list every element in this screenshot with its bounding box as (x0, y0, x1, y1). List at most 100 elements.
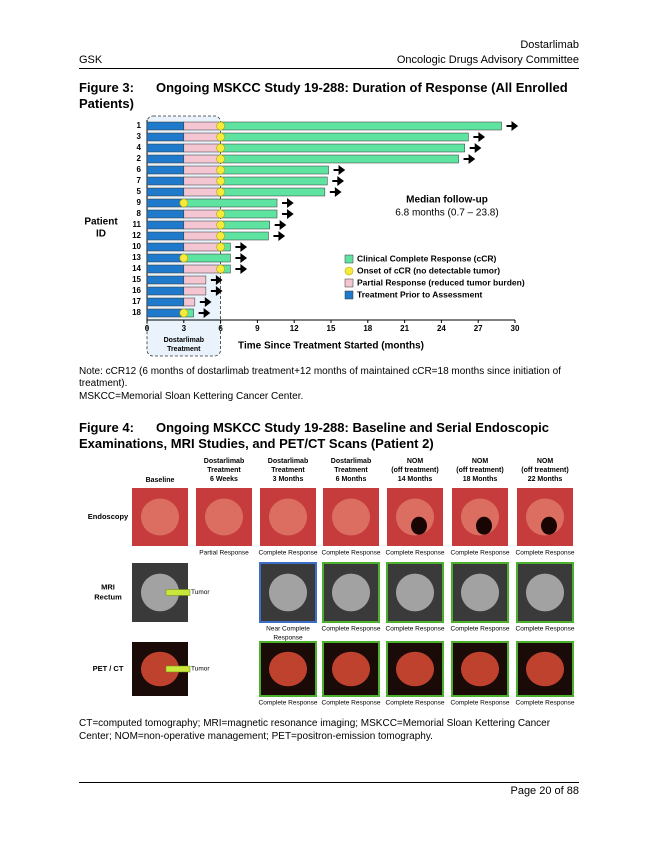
y-tick-label: 16 (132, 286, 141, 295)
ongoing-arrow (273, 231, 286, 241)
lumen (476, 516, 492, 535)
scan-image-detail (395, 651, 435, 687)
page-number: Page 20 of 88 (510, 785, 579, 797)
image-caption: Complete Response (322, 550, 381, 557)
legend-swatch (344, 290, 354, 300)
annotation: Median follow-up (406, 195, 488, 206)
y-tick-label: 13 (132, 253, 141, 262)
column-header: (off treatment) (456, 467, 503, 474)
y-tick-label: 3 (137, 132, 142, 141)
column-header: 14 Months (398, 476, 433, 483)
bar-segment (146, 176, 185, 186)
scan-image-detail (140, 498, 180, 536)
bar-segment (183, 143, 221, 153)
ongoing-arrow (210, 275, 223, 285)
ongoing-arrow (198, 308, 211, 318)
tumor-pointer (165, 665, 191, 673)
image-caption: Complete Response (516, 700, 575, 707)
image-caption: Complete Response (259, 550, 318, 557)
bar-segment (220, 132, 469, 142)
y-tick-label: 14 (132, 264, 141, 273)
scan-image-detail (525, 573, 565, 612)
bar-segment (146, 209, 185, 219)
onset-marker (179, 253, 189, 263)
onset-marker (179, 308, 189, 318)
image-caption: Complete Response (322, 700, 381, 707)
figure-title: Ongoing MSKCC Study 19-288: Baseline and… (79, 420, 549, 451)
ongoing-arrow (463, 154, 476, 164)
column-header: Treatment (271, 467, 305, 474)
bar-segment (146, 198, 185, 208)
onset-marker (216, 187, 225, 197)
ongoing-arrow (235, 264, 248, 274)
onset-marker (216, 231, 225, 241)
y-tick-label: 11 (133, 220, 142, 229)
x-tick-label: 21 (400, 324, 409, 333)
tumor-label: Tumor (191, 666, 210, 673)
bar-segment (146, 286, 185, 296)
bar-segment (220, 231, 269, 241)
ongoing-arrow (274, 220, 287, 230)
ongoing-arrow (506, 121, 519, 131)
legend-swatch (344, 278, 354, 288)
note: Note: cCR12 (6 months of dostarlimab tre… (79, 366, 561, 389)
bar-segment (146, 220, 185, 230)
bar-segment (183, 154, 221, 164)
bar-segment (220, 143, 465, 153)
figure-label: Figure 3: (79, 80, 134, 95)
column-header: 22 Months (528, 476, 563, 483)
x-tick-label: 6 (218, 324, 223, 333)
scan-image-detail (460, 651, 500, 687)
row-label: Rectum (94, 592, 122, 601)
scan-image-detail (268, 573, 308, 612)
column-header: (off treatment) (521, 467, 568, 474)
image-caption: Complete Response (451, 700, 510, 707)
column-header: 6 Weeks (210, 476, 238, 483)
bar-segment (146, 253, 185, 263)
bar-segment (183, 286, 207, 296)
bar-segment (183, 297, 196, 307)
scan-image-detail (525, 651, 565, 687)
x-axis-title: Time Since Treatment Started (months) (238, 341, 424, 352)
image-caption: Complete Response (386, 626, 445, 633)
bar-segment (183, 198, 278, 208)
scan-image-detail (395, 573, 435, 612)
legend-label: Treatment Prior to Assessment (357, 289, 483, 299)
x-tick-label: 24 (437, 324, 446, 333)
tumor-label: Tumor (191, 589, 210, 596)
image-caption: Response (273, 635, 303, 642)
ongoing-arrow (282, 198, 294, 208)
bar-segment (146, 132, 185, 142)
footnote: CT=computed tomography; MRI=magnetic res… (79, 718, 551, 742)
ongoing-arrow (199, 297, 212, 307)
bar-segment (146, 308, 185, 318)
bar-segment (220, 121, 502, 131)
header-committee: Oncologic Drugs Advisory Committee (396, 54, 579, 66)
y-tick-label: 18 (132, 308, 141, 317)
header-rule (79, 68, 579, 69)
bar-segment (146, 264, 185, 274)
scan-image-detail (268, 651, 308, 687)
column-header: NOM (407, 458, 424, 465)
onset-marker (216, 220, 225, 230)
bar-segment (183, 209, 221, 219)
bar-segment (146, 275, 185, 285)
annotation: 6.8 months (0.7 – 23.8) (395, 208, 498, 219)
bar-segment (183, 220, 221, 230)
x-tick-label: 9 (255, 324, 260, 333)
legend-label: Partial Response (reduced tumor burden) (357, 277, 525, 287)
figure-4-title: Figure 4: Ongoing MSKCC Study 19-288: Bas… (79, 420, 579, 452)
y-axis-title: Patient (84, 217, 118, 228)
bar-segment (146, 187, 185, 197)
y-tick-label: 17 (132, 297, 141, 306)
onset-marker (216, 264, 225, 274)
onset-marker (216, 176, 225, 186)
y-tick-label: 12 (132, 231, 141, 240)
bar-segment (220, 209, 278, 219)
image-caption: Complete Response (259, 700, 318, 707)
scan-image-detail (204, 498, 244, 536)
y-tick-label: 8 (137, 209, 142, 218)
image-caption: Complete Response (451, 550, 510, 557)
tumor-pointer (165, 589, 191, 596)
